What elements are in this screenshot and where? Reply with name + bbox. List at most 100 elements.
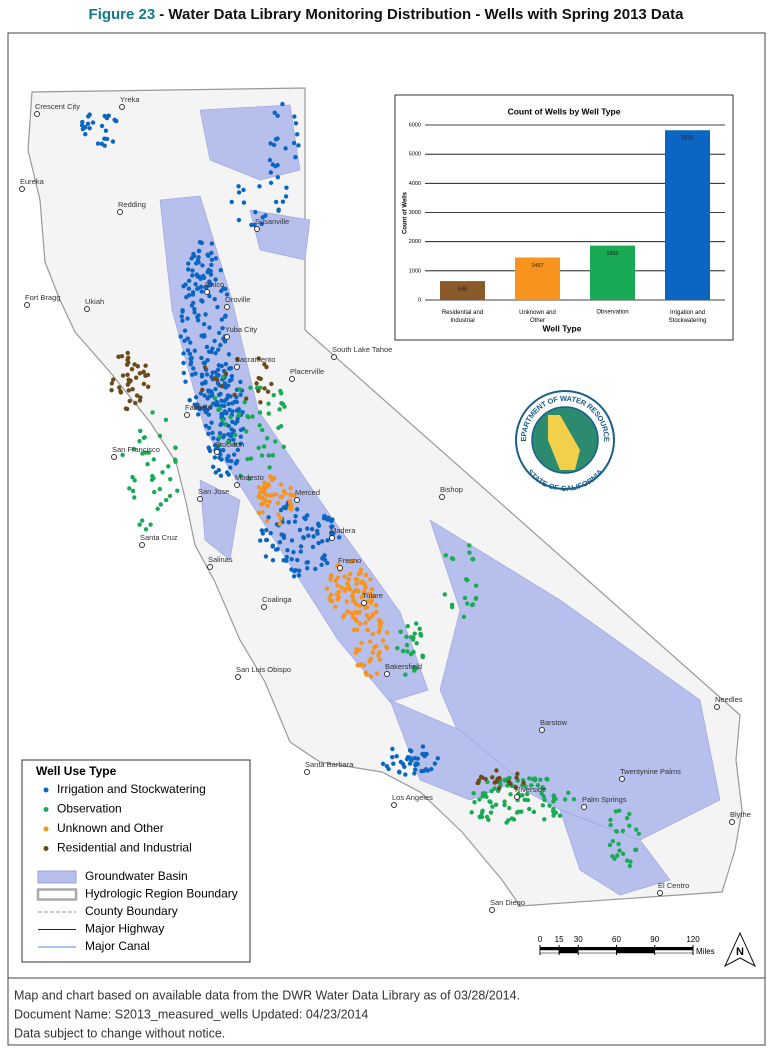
well-dot: [201, 360, 206, 366]
well-dot: [275, 113, 280, 119]
well-dot: [199, 355, 204, 361]
city-marker: [329, 535, 335, 541]
well-dot: [212, 455, 218, 460]
well-dot: [636, 831, 641, 836]
well-dot: [219, 457, 224, 462]
x-tick-label: Residential and Industrial: [442, 310, 483, 324]
well-dot: [99, 141, 104, 147]
well-dot: [373, 603, 379, 608]
well-dot: [236, 217, 242, 223]
city-marker: [261, 604, 267, 610]
city-label: South Lake Tahoe: [332, 345, 392, 354]
city-marker: [224, 334, 230, 340]
well-dot: [507, 805, 512, 811]
well-dot: [342, 612, 347, 618]
well-dot: [544, 776, 549, 782]
city-label: San Luis Obispo: [236, 665, 291, 674]
chart-title: Count of Wells by Well Type: [508, 106, 621, 116]
well-dot: [502, 802, 507, 808]
well-dot: [204, 344, 210, 350]
well-dot: [219, 317, 225, 322]
city-marker: [361, 600, 367, 606]
well-dot: [278, 507, 284, 513]
well-dot: [223, 361, 229, 367]
well-dot: [87, 126, 92, 131]
well-dot: [256, 510, 262, 516]
well-dot: [331, 531, 336, 536]
well-dot: [542, 797, 547, 803]
city-marker: [581, 804, 587, 810]
well-dot: [363, 572, 369, 578]
well-dot: [213, 350, 218, 356]
well-dot: [213, 370, 218, 375]
well-dot: [273, 199, 279, 205]
well-dot: [435, 756, 440, 761]
scale-segment: [616, 949, 655, 954]
footer-line: Map and chart based on available data fr…: [14, 988, 520, 1002]
well-dot: [199, 298, 204, 303]
well-dot: [273, 492, 279, 497]
well-dot: [613, 809, 619, 814]
scale-tick-label: 0: [538, 935, 543, 944]
well-dot: [131, 446, 136, 452]
city-marker: [197, 496, 203, 502]
well-dot: [167, 493, 173, 499]
well-dot: [291, 140, 297, 146]
well-dot: [271, 142, 277, 148]
city-marker: [439, 494, 445, 500]
title: Figure 23- Water Data Library Monitoring…: [89, 6, 685, 23]
well-dot: [181, 360, 186, 366]
well-dot: [109, 381, 115, 386]
well-dot: [163, 417, 169, 423]
well-dot: [241, 200, 247, 205]
well-dot: [419, 768, 424, 774]
city-marker: [729, 819, 735, 825]
well-dot: [291, 549, 296, 555]
well-dot: [229, 377, 234, 382]
well-dot: [267, 157, 273, 163]
well-dot: [358, 662, 364, 667]
well-dot: [617, 808, 622, 813]
well-dot: [256, 485, 262, 490]
well-dot: [367, 639, 373, 644]
well-dot: [374, 609, 379, 615]
well-dot: [423, 767, 429, 772]
legend-label: Hydrologic Region Boundary: [85, 887, 238, 901]
well-dot: [479, 775, 485, 780]
well-dot: [364, 612, 370, 618]
well-dot: [366, 616, 372, 621]
well-dot: [479, 810, 485, 816]
well-dot: [627, 823, 632, 829]
well-dot: [508, 792, 513, 797]
well-dot: [470, 556, 475, 562]
city-marker: [289, 376, 295, 382]
well-dot: [353, 650, 359, 656]
well-dot: [363, 606, 368, 611]
well-dot: [83, 124, 88, 130]
well-dot: [228, 465, 233, 470]
well-dot: [220, 325, 225, 331]
well-dot: [226, 432, 231, 437]
city-marker: [384, 671, 390, 677]
well-dot: [540, 785, 545, 790]
scale-segment: [558, 949, 579, 954]
well-dot: [396, 769, 402, 775]
well-dot: [400, 648, 406, 654]
well-dot: [132, 362, 137, 367]
well-dot: [265, 481, 271, 487]
well-dot: [203, 409, 209, 415]
well-dot: [226, 454, 231, 459]
well-dot: [222, 422, 228, 427]
well-dot: [624, 815, 630, 821]
well-dot: [298, 544, 304, 549]
well-dot: [235, 419, 240, 424]
well-dot: [365, 627, 371, 633]
well-dot: [280, 101, 285, 107]
well-dot: [273, 163, 278, 169]
well-dot: [333, 578, 338, 583]
well-dot: [532, 776, 538, 781]
well-dot: [181, 370, 187, 376]
well-dot: [370, 631, 376, 637]
well-dot: [220, 374, 226, 380]
